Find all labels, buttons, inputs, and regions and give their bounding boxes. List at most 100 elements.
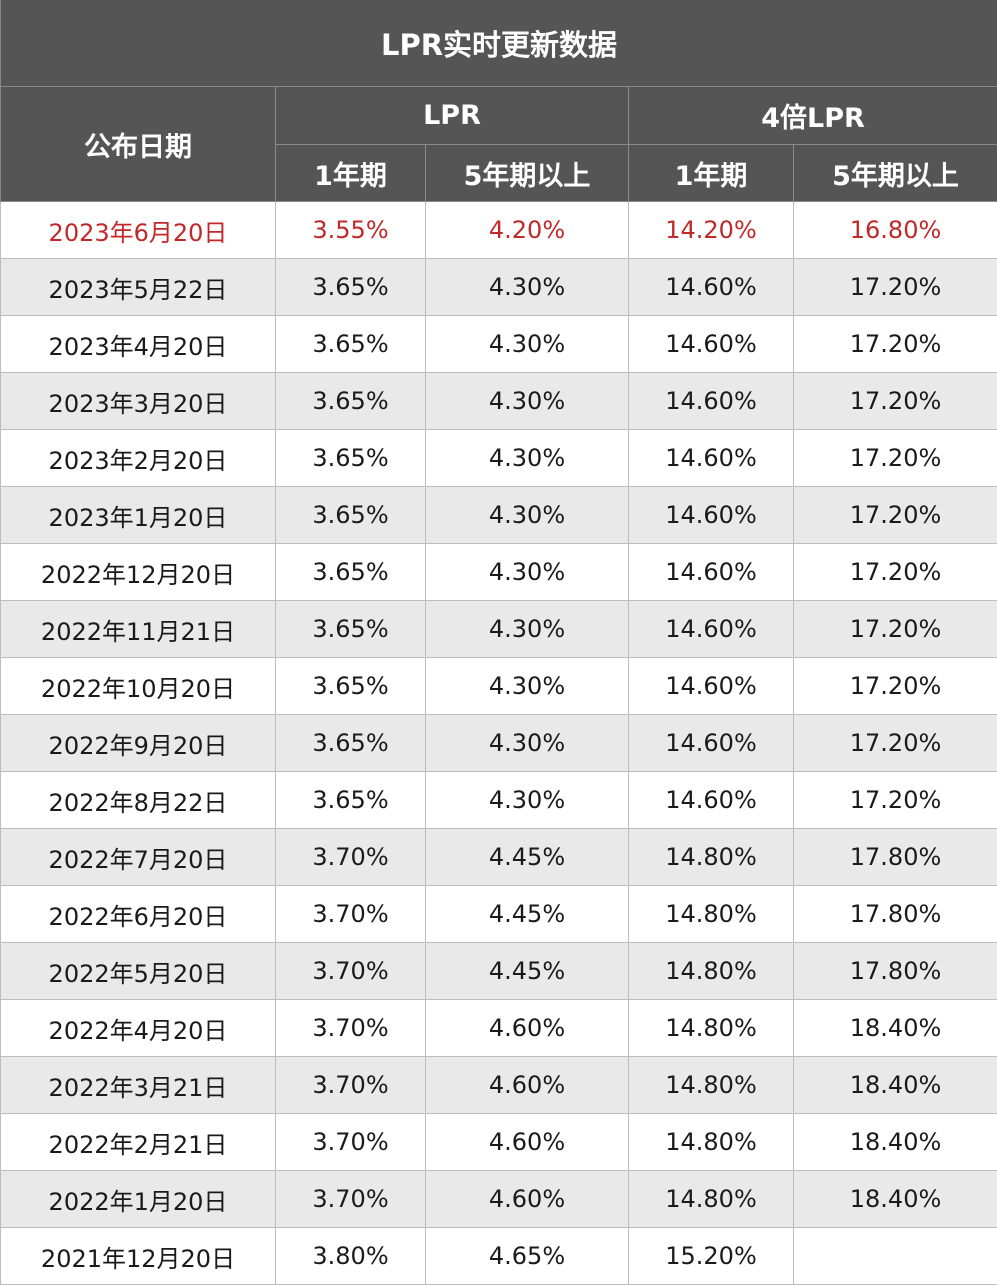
cell-lpr-5y: 4.30% [426, 430, 629, 487]
cell-date: 2022年2月21日 [1, 1114, 276, 1171]
cell-4x-lpr-5y: 17.20% [794, 544, 997, 601]
cell-4x-lpr-5y: 17.20% [794, 658, 997, 715]
header-group-row: 公布日期 LPR 4倍LPR [1, 87, 997, 145]
cell-lpr-5y: 4.30% [426, 772, 629, 829]
cell-lpr-1y: 3.65% [276, 430, 426, 487]
cell-lpr-1y: 3.70% [276, 943, 426, 1000]
cell-4x-lpr-1y: 14.60% [629, 715, 794, 772]
cell-date: 2023年2月20日 [1, 430, 276, 487]
cell-date: 2022年7月20日 [1, 829, 276, 886]
cell-4x-lpr-1y: 14.20% [629, 202, 794, 259]
cell-lpr-5y: 4.30% [426, 658, 629, 715]
cell-lpr-1y: 3.65% [276, 373, 426, 430]
cell-lpr-5y: 4.45% [426, 943, 629, 1000]
cell-date: 2023年6月20日 [1, 202, 276, 259]
table-title: LPR实时更新数据 [1, 0, 997, 87]
cell-4x-lpr-1y: 14.60% [629, 658, 794, 715]
cell-lpr-5y: 4.30% [426, 259, 629, 316]
cell-4x-lpr-5y: 17.20% [794, 373, 997, 430]
cell-4x-lpr-1y: 14.60% [629, 772, 794, 829]
cell-4x-lpr-5y: 17.20% [794, 487, 997, 544]
cell-lpr-5y: 4.30% [426, 316, 629, 373]
cell-lpr-5y: 4.30% [426, 544, 629, 601]
cell-4x-lpr-5y: 17.20% [794, 772, 997, 829]
cell-4x-lpr-5y: 17.20% [794, 430, 997, 487]
cell-4x-lpr-5y: 18.40% [794, 1171, 997, 1228]
cell-4x-lpr-5y: 17.20% [794, 601, 997, 658]
cell-lpr-1y: 3.65% [276, 487, 426, 544]
cell-lpr-5y: 4.60% [426, 1057, 629, 1114]
cell-lpr-5y: 4.30% [426, 601, 629, 658]
cell-lpr-1y: 3.70% [276, 886, 426, 943]
cell-4x-lpr-5y: 17.20% [794, 715, 997, 772]
cell-4x-lpr-1y: 14.80% [629, 1057, 794, 1114]
header-4x-1y: 1年期 [629, 145, 794, 202]
cell-4x-lpr-5y: 17.20% [794, 316, 997, 373]
cell-lpr-1y: 3.65% [276, 658, 426, 715]
cell-date: 2023年5月22日 [1, 259, 276, 316]
cell-lpr-1y: 3.55% [276, 202, 426, 259]
cell-lpr-5y: 4.30% [426, 715, 629, 772]
cell-4x-lpr-1y: 14.60% [629, 487, 794, 544]
cell-lpr-1y: 3.80% [276, 1228, 426, 1285]
cell-lpr-5y: 4.65% [426, 1228, 629, 1285]
header-date: 公布日期 [1, 87, 276, 202]
cell-date: 2022年3月21日 [1, 1057, 276, 1114]
cell-lpr-1y: 3.65% [276, 601, 426, 658]
cell-lpr-5y: 4.20% [426, 202, 629, 259]
cell-4x-lpr-1y: 14.80% [629, 1000, 794, 1057]
cell-4x-lpr-1y: 14.60% [629, 259, 794, 316]
cell-lpr-1y: 3.70% [276, 1000, 426, 1057]
cell-4x-lpr-1y: 14.60% [629, 601, 794, 658]
cell-4x-lpr-1y: 14.80% [629, 1114, 794, 1171]
cell-lpr-5y: 4.30% [426, 487, 629, 544]
cell-4x-lpr-1y: 14.60% [629, 544, 794, 601]
cell-4x-lpr-5y: 18.40% [794, 1057, 997, 1114]
cell-lpr-5y: 4.60% [426, 1114, 629, 1171]
cell-date: 2022年12月20日 [1, 544, 276, 601]
cell-4x-lpr-5y [794, 1228, 997, 1285]
cell-date: 2023年1月20日 [1, 487, 276, 544]
cell-date: 2021年12月20日 [1, 1228, 276, 1285]
cell-4x-lpr-5y: 16.80% [794, 202, 997, 259]
title-row: LPR实时更新数据 [1, 0, 997, 87]
cell-lpr-1y: 3.70% [276, 829, 426, 886]
cell-4x-lpr-1y: 14.80% [629, 943, 794, 1000]
cell-4x-lpr-1y: 14.60% [629, 373, 794, 430]
cell-4x-lpr-1y: 14.60% [629, 430, 794, 487]
cell-4x-lpr-5y: 17.80% [794, 943, 997, 1000]
header-group-4x-lpr: 4倍LPR [629, 87, 997, 145]
cell-date: 2022年11月21日 [1, 601, 276, 658]
cell-lpr-1y: 3.65% [276, 772, 426, 829]
cell-4x-lpr-1y: 14.80% [629, 829, 794, 886]
cell-lpr-1y: 3.65% [276, 715, 426, 772]
header-lpr-5y: 5年期以上 [426, 145, 629, 202]
cell-date: 2022年5月20日 [1, 943, 276, 1000]
cell-4x-lpr-5y: 18.40% [794, 1000, 997, 1057]
cell-lpr-1y: 3.70% [276, 1171, 426, 1228]
cell-date: 2022年1月20日 [1, 1171, 276, 1228]
cell-4x-lpr-5y: 18.40% [794, 1114, 997, 1171]
header-group-lpr: LPR [276, 87, 629, 145]
cell-lpr-5y: 4.60% [426, 1000, 629, 1057]
header-lpr-1y: 1年期 [276, 145, 426, 202]
cell-lpr-5y: 4.60% [426, 1171, 629, 1228]
cell-4x-lpr-5y: 17.80% [794, 886, 997, 943]
cell-date: 2022年4月20日 [1, 1000, 276, 1057]
cell-date: 2022年8月22日 [1, 772, 276, 829]
cell-lpr-1y: 3.70% [276, 1114, 426, 1171]
cell-date: 2022年6月20日 [1, 886, 276, 943]
